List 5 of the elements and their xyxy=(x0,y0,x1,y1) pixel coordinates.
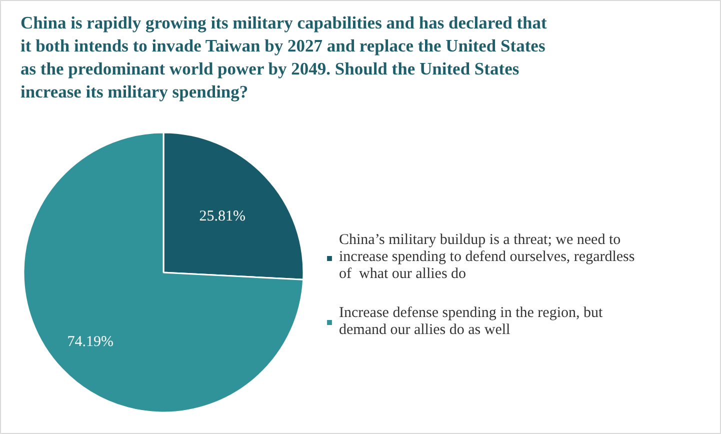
legend-label: China’s military buildup is a threat; we need to increase spending to defend ourselves, regardless of what our allies do xyxy=(339,232,635,283)
data-label: 25.81% xyxy=(199,208,246,225)
legend-label: Increase defense spending in the region, but demand our allies do as well xyxy=(339,305,603,339)
data-label: 74.19% xyxy=(67,334,114,350)
chart-title: China is rapidly growing its military capabilities and has declared that it both intends to invade Taiwan by 2027 and replace the United States as the predominant world power by 2049. Should the United States increase its military spending? xyxy=(20,12,548,102)
